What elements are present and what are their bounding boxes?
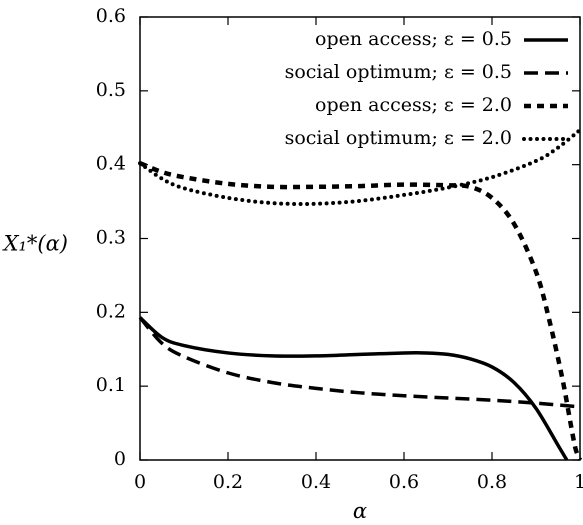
- y-axis-label: X₁*(α): [2, 232, 68, 256]
- series-line-3: [138, 127, 582, 206]
- legend-label: open access; ε = 2.0: [315, 94, 512, 116]
- x-tick-label: 0.6: [389, 471, 419, 493]
- x-tick-label: 0.4: [301, 471, 331, 493]
- x-tick-label: 0.2: [213, 471, 243, 493]
- series-line-2: [139, 161, 583, 461]
- legend: open access; ε = 0.5 social optimum; ε = …: [285, 28, 570, 149]
- tick-labels: 0 0.2 0.4 0.6 0.8 1 0 0.1 0.2 0.3 0.4 0.5 0.6: [96, 5, 583, 493]
- y-tick-label: 0.3: [96, 227, 126, 249]
- legend-label: open access; ε = 0.5: [315, 28, 512, 50]
- x-tick-label: 0: [134, 471, 146, 493]
- y-tick-label: 0.6: [96, 5, 126, 27]
- y-tick-label: 0.1: [96, 374, 126, 396]
- series-line-1: [138, 316, 581, 409]
- y-tick-label: 0.2: [96, 300, 126, 322]
- y-tick-label: 0.5: [96, 79, 126, 101]
- series-lines: [138, 127, 583, 461]
- y-tick-label: 0: [114, 448, 126, 470]
- legend-label: social optimum; ε = 0.5: [285, 61, 512, 83]
- legend-label: social optimum; ε = 2.0: [285, 127, 512, 149]
- x-tick-label: 0.8: [477, 471, 507, 493]
- y-tick-label: 0.4: [96, 153, 126, 175]
- x-axis-label: α: [353, 499, 367, 523]
- x-tick-label: 1: [574, 471, 583, 493]
- series-line-0: [138, 316, 569, 461]
